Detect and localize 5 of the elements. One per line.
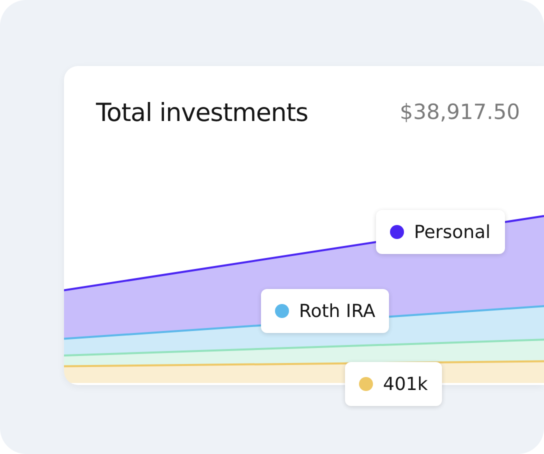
legend-label: 401k bbox=[383, 374, 428, 394]
chart-subtitle: $38,917.50 bbox=[400, 100, 520, 124]
chart-title: Total investments bbox=[96, 98, 308, 127]
legend-label: Personal bbox=[414, 222, 491, 242]
legend-label: Roth IRA bbox=[299, 300, 376, 322]
